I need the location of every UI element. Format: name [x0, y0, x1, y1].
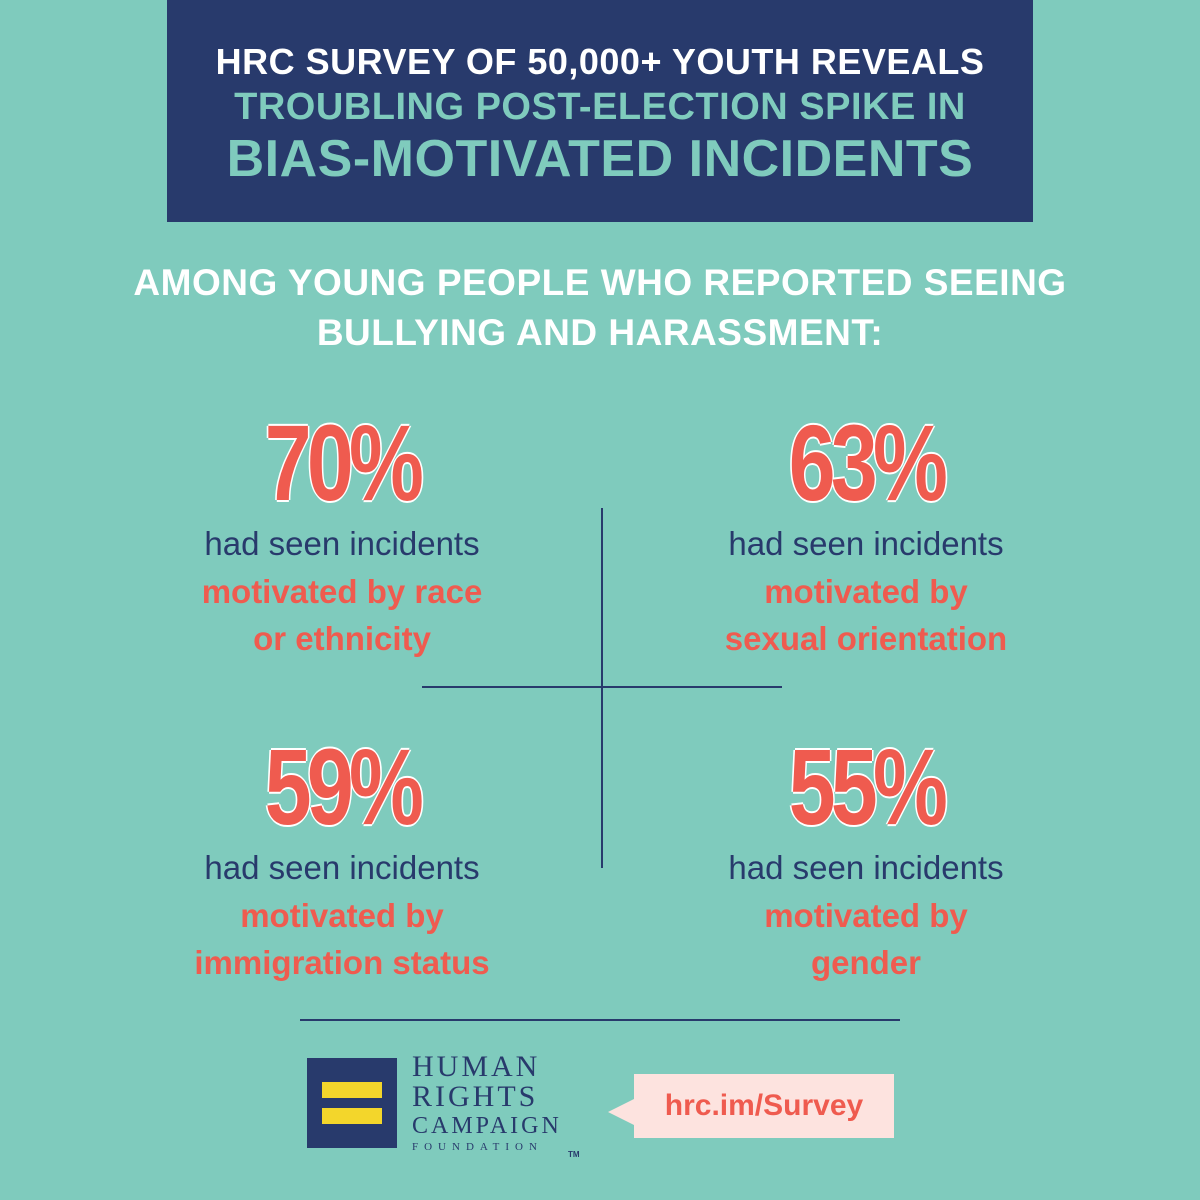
survey-link[interactable]: hrc.im/Survey: [664, 1089, 864, 1122]
logo-word-human: HUMAN: [412, 1050, 541, 1083]
footer-divider: [300, 1019, 900, 1021]
stat-emphasis-2: immigration status: [194, 944, 490, 981]
stat-emphasis-1: motivated by race: [201, 573, 483, 610]
stat-immigration: 59% had seen incidents motivated by immi…: [82, 732, 602, 986]
stat-percent: 70%: [264, 402, 424, 523]
logo-word-foundation: FOUNDATION: [412, 1141, 543, 1153]
logo-wordmark: HUMAN RIGHTS CAMPAIGN FOUNDATION: [412, 1052, 562, 1154]
stat-text: had seen incidents: [728, 849, 1004, 886]
logo-bar-top: [322, 1082, 382, 1098]
stat-emphasis-2: or ethnicity: [253, 620, 431, 657]
stat-percent: 63%: [788, 402, 948, 523]
speech-bubble-tail: [608, 1098, 636, 1126]
trademark-mark: TM: [568, 1150, 580, 1159]
horizontal-divider: [422, 686, 782, 688]
stat-text: had seen incidents: [728, 525, 1004, 562]
stat-gender: 55% had seen incidents motivated by gend…: [606, 732, 1126, 986]
vertical-divider: [601, 508, 603, 868]
survey-link-bubble[interactable]: hrc.im/Survey: [634, 1074, 894, 1138]
logo-bar-bottom: [322, 1108, 382, 1124]
header-line-1: HRC SURVEY OF 50,000+ YOUTH REVEALS: [215, 41, 985, 82]
header-line-3: BIAS-MOTIVATED INCIDENTS: [226, 130, 974, 188]
subtitle-line-1: AMONG YOUNG PEOPLE WHO REPORTED SEEING: [133, 262, 1067, 303]
stat-emphasis-1: motivated by: [764, 897, 968, 934]
logo-word-campaign: CAMPAIGN: [412, 1113, 562, 1139]
subtitle-line-2: BULLYING AND HARASSMENT:: [316, 312, 884, 353]
stat-emphasis-2: gender: [810, 944, 922, 981]
logo-word-rights: RIGHTS: [412, 1080, 539, 1113]
stat-emphasis-2: sexual orientation: [724, 620, 1008, 657]
stat-race: 70% had seen incidents motivated by race…: [82, 408, 602, 662]
header-banner: HRC SURVEY OF 50,000+ YOUTH REVEALS TROU…: [167, 0, 1033, 222]
stat-emphasis-1: motivated by: [240, 897, 444, 934]
stat-text: had seen incidents: [204, 849, 480, 886]
stat-text: had seen incidents: [204, 525, 480, 562]
stat-percent: 59%: [264, 726, 424, 847]
stat-sexual-orientation: 63% had seen incidents motivated by sexu…: [606, 408, 1126, 662]
stat-percent: 55%: [788, 726, 948, 847]
stat-emphasis-1: motivated by: [764, 573, 968, 610]
header-line-2: TROUBLING POST-ELECTION SPIKE IN: [234, 86, 966, 128]
subtitle: AMONG YOUNG PEOPLE WHO REPORTED SEEING B…: [0, 258, 1200, 358]
hrc-equal-sign-logo: [307, 1058, 397, 1148]
